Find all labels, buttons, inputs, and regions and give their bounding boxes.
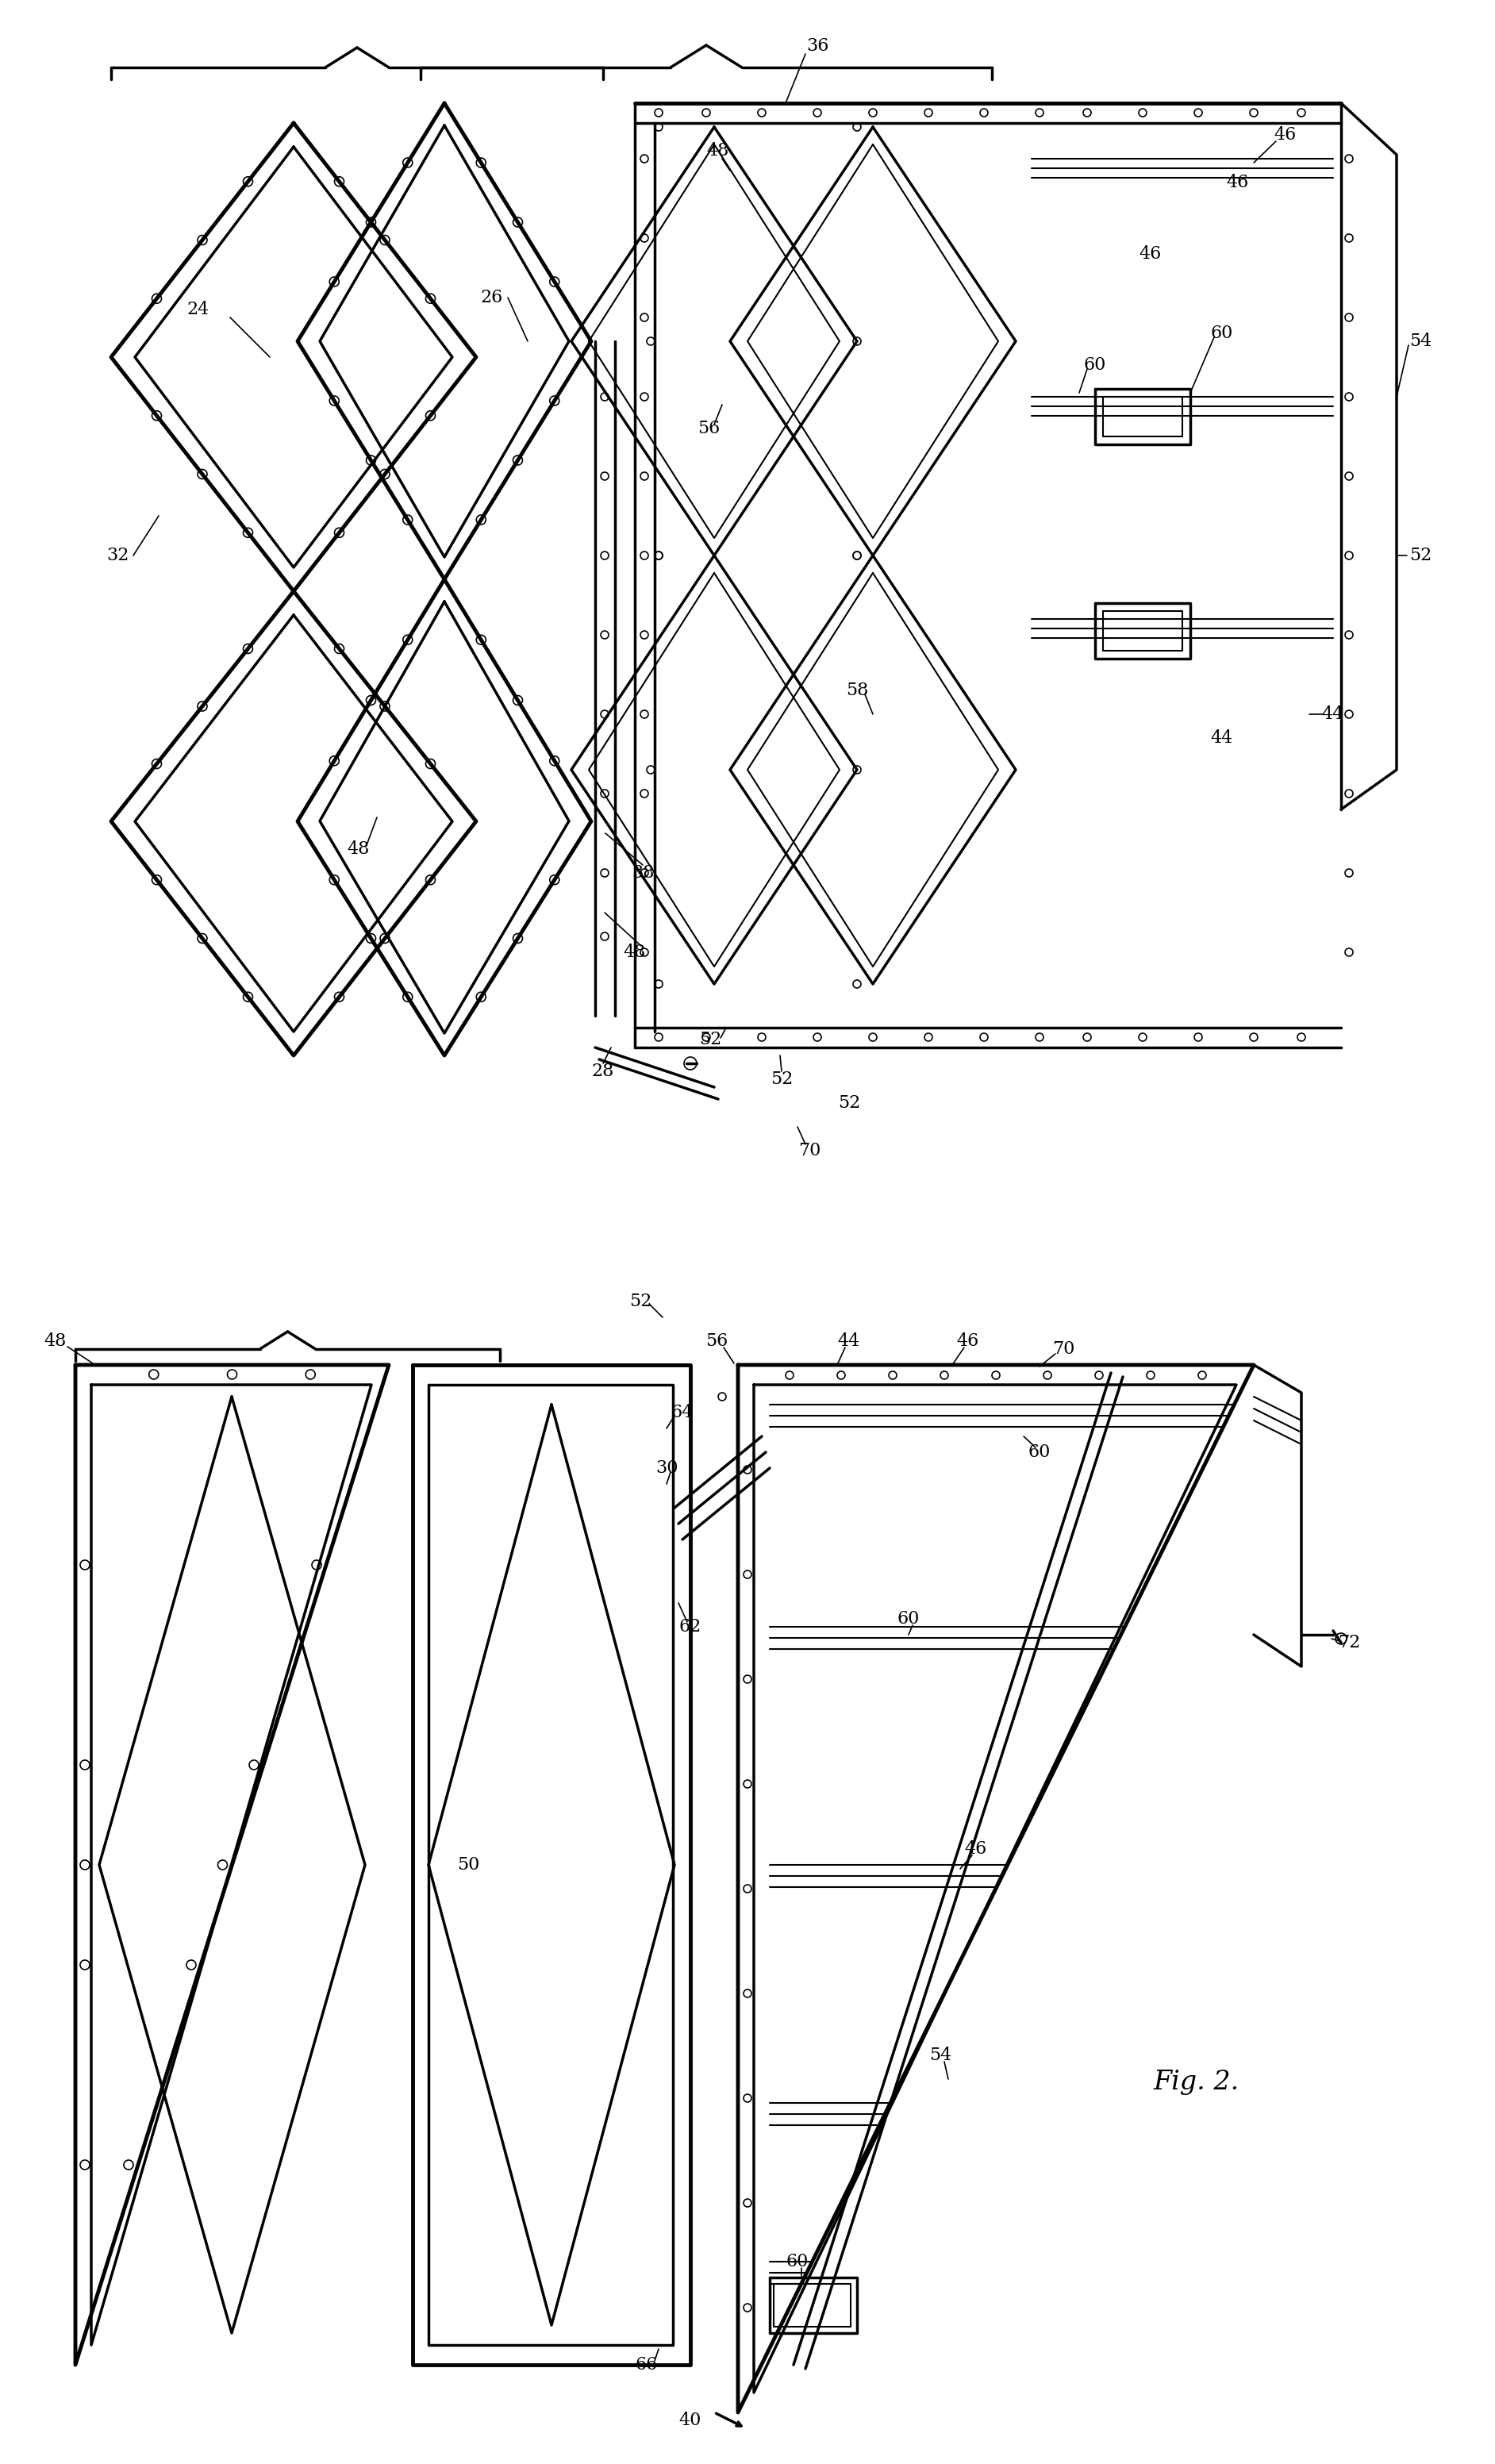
Text: Fig. 2.: Fig. 2.: [1153, 2070, 1239, 2094]
Text: 60: 60: [897, 1609, 919, 1629]
Text: 48: 48: [347, 840, 369, 857]
Text: 36: 36: [806, 37, 828, 54]
Text: 48: 48: [707, 143, 730, 160]
Text: 26: 26: [481, 288, 504, 306]
Text: 56: 56: [697, 419, 719, 436]
Text: 46: 46: [957, 1333, 979, 1350]
Text: 48: 48: [623, 944, 646, 961]
Text: 52: 52: [837, 1094, 860, 1111]
Text: 54: 54: [928, 2048, 951, 2065]
Text: 48: 48: [45, 1333, 67, 1350]
Text: 24: 24: [187, 301, 209, 318]
Text: 30: 30: [655, 1459, 677, 1476]
Text: 44: 44: [1322, 705, 1344, 722]
Text: 38: 38: [631, 865, 655, 882]
Text: 40: 40: [679, 2412, 701, 2430]
Text: 54: 54: [1410, 333, 1432, 350]
Text: 52: 52: [770, 1069, 792, 1089]
Text: 66: 66: [635, 2356, 658, 2373]
Text: 70: 70: [1052, 1340, 1075, 1358]
Text: 52: 52: [700, 1030, 722, 1047]
Text: 44: 44: [837, 1333, 860, 1350]
Text: 58: 58: [846, 683, 869, 700]
Text: 60: 60: [1084, 357, 1106, 375]
Text: 46: 46: [964, 1841, 987, 1858]
Text: 60: 60: [1029, 1444, 1051, 1461]
Text: 52: 52: [1410, 547, 1432, 564]
Text: 46: 46: [1274, 126, 1296, 143]
Text: 32: 32: [106, 547, 129, 564]
Text: 60: 60: [1211, 325, 1233, 342]
Text: 52: 52: [629, 1294, 652, 1311]
Text: 62: 62: [679, 1619, 701, 1636]
Text: 72: 72: [1338, 1634, 1360, 1651]
Text: 50: 50: [457, 1855, 480, 1873]
Text: 46: 46: [1227, 175, 1250, 192]
Text: 44: 44: [1211, 729, 1233, 747]
Text: 60: 60: [786, 2252, 809, 2269]
Text: 56: 56: [706, 1333, 728, 1350]
Text: 28: 28: [592, 1062, 614, 1079]
Text: 64: 64: [671, 1404, 694, 1422]
Text: 46: 46: [1139, 246, 1162, 264]
Text: 70: 70: [798, 1141, 821, 1161]
